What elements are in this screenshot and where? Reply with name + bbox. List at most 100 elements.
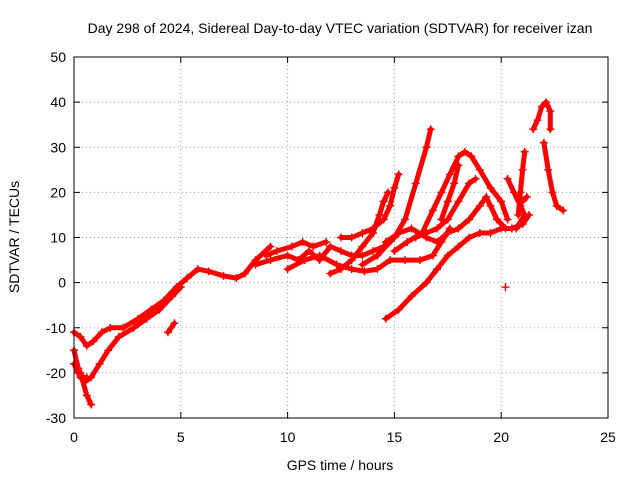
data-point (443, 251, 452, 260)
data-point (416, 256, 425, 265)
series-arc-17 (514, 147, 529, 219)
series-arc-20 (539, 138, 568, 215)
data-point (546, 107, 555, 116)
data-point (475, 165, 484, 174)
data-point (337, 247, 345, 256)
data-point (465, 233, 474, 242)
data-point (262, 251, 271, 260)
x-tick-label: 5 (177, 429, 185, 445)
data-point (193, 265, 202, 274)
data-point (529, 125, 538, 134)
data-point (379, 197, 388, 206)
data-point (539, 138, 548, 147)
axis-ticks: 0 5 10 15 20 25 -30 -20 -10 0 10 20 30 40 50 (46, 49, 616, 445)
data-point (411, 179, 420, 188)
data-point (390, 183, 399, 192)
data-point (411, 233, 420, 242)
data-point (322, 238, 331, 247)
data-point (337, 233, 345, 242)
data-point (82, 391, 91, 400)
series-line (438, 162, 461, 222)
data-point (326, 242, 335, 251)
data-point (89, 337, 98, 346)
series-arc-22 (518, 210, 533, 228)
data-point (454, 197, 463, 206)
data-point (176, 283, 185, 292)
series-line (71, 284, 184, 385)
y-tick-label: 50 (50, 49, 66, 65)
data-point (358, 251, 367, 260)
y-tick-label: -30 (46, 410, 66, 426)
data-point (428, 206, 437, 215)
series-line (359, 126, 434, 268)
data-point (168, 292, 177, 301)
data-series (70, 98, 568, 409)
data-point (300, 256, 309, 265)
series-line (520, 194, 530, 204)
series-arc-19 (529, 98, 555, 134)
data-point (445, 170, 454, 179)
data-point (347, 265, 356, 274)
data-point (548, 188, 557, 197)
data-point (433, 224, 442, 233)
data-point (422, 228, 431, 237)
data-point (163, 328, 172, 337)
data-point (283, 251, 292, 260)
data-point (272, 247, 281, 256)
series-line (253, 244, 387, 268)
data-point (97, 328, 106, 337)
y-axis-label: SDTVAR / TECUs (6, 181, 22, 293)
x-tick-label: 0 (70, 429, 78, 445)
data-point (503, 174, 512, 183)
data-point (326, 269, 335, 278)
x-tick-label: 20 (493, 429, 509, 445)
x-tick-label: 15 (387, 429, 403, 445)
data-point (266, 256, 275, 265)
x-tick-label: 10 (280, 429, 296, 445)
series-arc-14 (381, 219, 527, 323)
data-point (379, 215, 388, 224)
series-arc-10 (326, 188, 392, 278)
data-point (373, 265, 382, 274)
data-point (332, 260, 341, 269)
data-point (381, 314, 390, 323)
data-point (369, 228, 378, 237)
data-point (106, 323, 115, 332)
y-tick-label: 40 (50, 94, 66, 110)
data-point (537, 102, 546, 111)
data-point (304, 247, 313, 256)
data-point (552, 201, 561, 210)
series-line (327, 189, 391, 277)
data-point (486, 183, 495, 192)
series-line (165, 320, 177, 335)
y-tick-label: 20 (50, 184, 66, 200)
data-point (82, 341, 91, 350)
data-point (347, 233, 356, 242)
data-point (516, 188, 525, 197)
data-point (87, 400, 96, 409)
data-point (134, 314, 143, 323)
series-arc-5 (163, 319, 179, 337)
data-point (518, 165, 527, 174)
series-arc-18 (518, 192, 531, 206)
data-point (373, 251, 382, 260)
data-point (407, 292, 416, 301)
data-point (358, 260, 367, 269)
data-point (467, 152, 476, 161)
data-point (394, 305, 403, 314)
data-point (497, 197, 506, 206)
grid-lines (74, 57, 608, 418)
data-point (383, 188, 392, 197)
data-point (219, 271, 228, 280)
data-point (298, 238, 307, 247)
data-point (503, 215, 512, 224)
data-point (475, 228, 484, 237)
data-point (283, 265, 292, 274)
data-point (76, 332, 85, 341)
data-point (360, 267, 369, 276)
data-point (394, 228, 403, 237)
data-point (114, 332, 123, 341)
data-point (428, 251, 437, 260)
data-point (240, 269, 249, 278)
data-point (369, 247, 378, 256)
